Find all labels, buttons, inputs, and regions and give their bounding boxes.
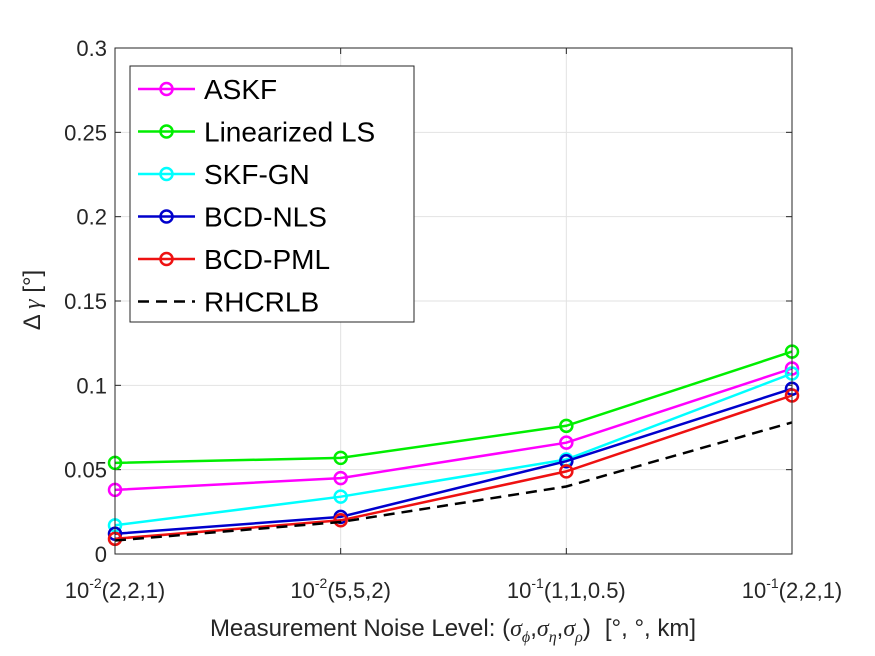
y-tick-label: 0.3 xyxy=(76,36,107,61)
series-group xyxy=(107,344,800,547)
y-tick-label: 0.2 xyxy=(76,205,107,230)
data-point-bcd-nls xyxy=(559,453,574,469)
series-line-linearized-ls xyxy=(114,350,793,465)
data-point-linearized-ls xyxy=(333,450,348,466)
x-axis-ticks: 10-2(2,2,1) 10-2(5,5,2) 10-1(1,1,0.5) 10-1(… xyxy=(65,48,843,603)
legend-marker-askf xyxy=(159,81,174,97)
legend-marker-skf-gn xyxy=(159,166,174,182)
y-axis-label: Δ γ [°] xyxy=(19,270,46,330)
data-point-bcd-pml xyxy=(559,464,574,479)
series-line-skf-gn xyxy=(114,372,793,527)
legend: ASKF Linearized LS SKF-GN BCD-NLS BCD-PML RHC… xyxy=(129,65,415,323)
legend-marker-linearized-ls xyxy=(159,124,174,139)
series-line-askf xyxy=(114,367,793,492)
x-axis-label: Measurement Noise Level: (σϕ,ση,σρ) [°, °… xyxy=(210,615,696,646)
legend-label-linearized-ls: Linearized LS xyxy=(204,117,375,148)
series-line-rhcrlb xyxy=(114,421,793,542)
y-axis-ticks: 0 0.05 0.1 0.15 0.2 0.25 0.3 xyxy=(64,36,792,567)
legend-label-bcd-nls: BCD-NLS xyxy=(204,202,327,233)
data-point-askf xyxy=(333,470,348,486)
y-tick-label: 0 xyxy=(95,542,107,567)
data-point-linearized-ls xyxy=(559,418,574,434)
x-tick-label: 10-2(2,2,1) xyxy=(65,575,166,603)
y-tick-label: 0.05 xyxy=(64,458,107,483)
legend-marker-bcd-pml xyxy=(159,251,174,267)
x-tick-label: 10-2(5,5,2) xyxy=(290,575,391,603)
axes-box xyxy=(114,47,793,555)
legend-box xyxy=(129,65,415,323)
legend-label-bcd-pml: BCD-PML xyxy=(204,244,330,275)
legend-label-skf-gn: SKF-GN xyxy=(204,159,310,190)
y-tick-label: 0.1 xyxy=(76,373,107,398)
series-line-bcd-pml xyxy=(114,394,793,541)
data-point-skf-gn xyxy=(333,489,348,504)
legend-label-rhcrlb: RHCRLB xyxy=(204,287,319,318)
series-line-bcd-nls xyxy=(114,387,793,536)
data-point-bcd-pml xyxy=(333,513,348,528)
x-tick-label: 10-1(2,2,1) xyxy=(742,575,843,603)
x-tick-label: 10-1(1,1,0.5) xyxy=(507,575,626,603)
y-tick-label: 0.25 xyxy=(64,120,107,145)
data-point-askf xyxy=(559,435,574,450)
legend-label-askf: ASKF xyxy=(204,74,277,105)
y-tick-label: 0.15 xyxy=(64,289,107,314)
legend-marker-bcd-nls xyxy=(159,209,174,224)
